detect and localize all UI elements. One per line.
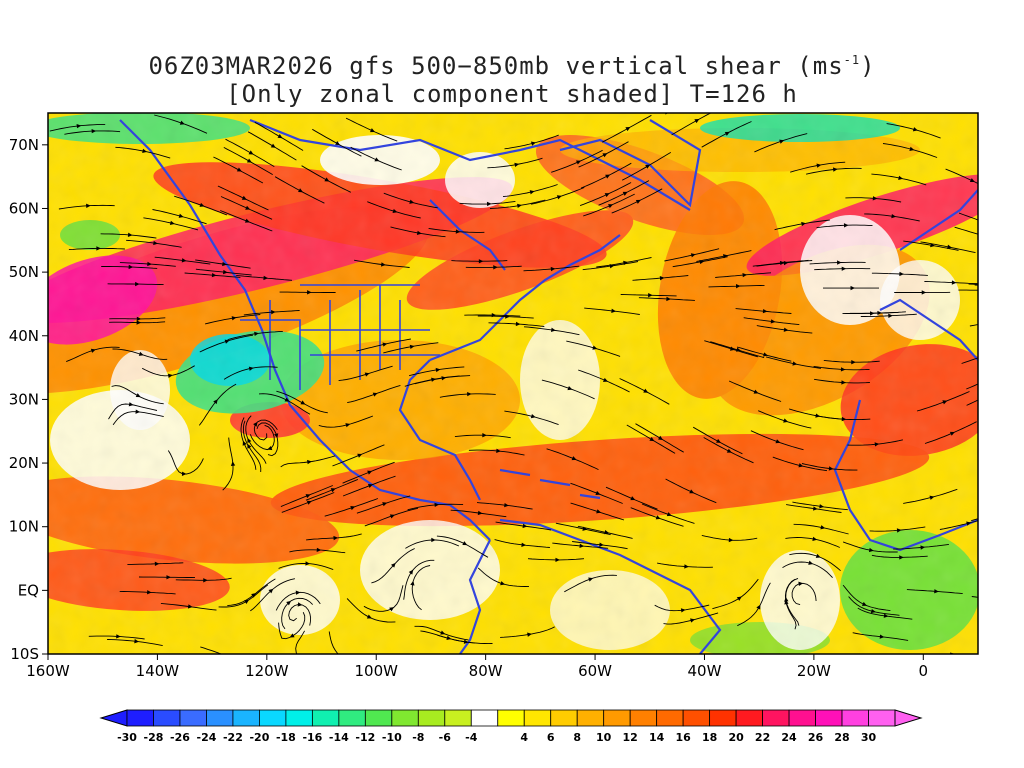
title-line-2: [Only zonal component shaded] T=126 h — [226, 80, 798, 108]
colorbar-label: 18 — [702, 731, 717, 744]
colorbar-label: 28 — [834, 731, 849, 744]
y-axis: 70N 60N 50N 40N 30N 20N 10N EQ 10S — [9, 136, 48, 663]
colorbar-swatch — [364, 709, 393, 727]
colorbar-swatch — [179, 709, 207, 727]
colorbar-swatch — [523, 709, 552, 727]
x-axis: 160W 140W 120W 100W 80W 60W 40W 20W 0 — [26, 654, 929, 680]
colorbar-swatch — [497, 709, 525, 727]
x-tick-label: 120W — [245, 662, 289, 680]
colorbar-label: -20 — [249, 731, 269, 744]
streamlines — [49, 113, 978, 654]
colorbar-label: -4 — [465, 731, 478, 744]
colorbar-label: -8 — [412, 731, 424, 744]
colorbar-label: -30 — [117, 731, 137, 744]
x-tick-label: 160W — [26, 662, 70, 680]
x-tick-label: 140W — [136, 662, 180, 680]
y-tick-label: 70N — [9, 136, 39, 154]
colorbar-label: -18 — [276, 731, 296, 744]
map-title: 06Z03MAR2026 gfs 500−850mb vertical shea… — [0, 46, 1024, 108]
y-tick-label: 50N — [9, 263, 39, 281]
colorbar-label: 14 — [649, 731, 665, 744]
colorbar-swatch — [550, 709, 578, 727]
colorbar-label: -22 — [223, 731, 243, 744]
x-tick-label: 80W — [469, 662, 503, 680]
colorbar-swatch — [629, 709, 658, 727]
map-frame — [47, 112, 979, 655]
colorbar-swatch — [285, 709, 313, 727]
colorbar-label: 22 — [755, 731, 770, 744]
title-line-1: 06Z03MAR2026 gfs 500−850mb vertical shea… — [148, 52, 876, 80]
colorbar-swatch — [762, 709, 790, 727]
colorbar-label: -24 — [197, 731, 217, 744]
colorbar-label: 24 — [781, 731, 797, 744]
colorbar-label: -10 — [382, 731, 402, 744]
colorbar-swatch — [735, 709, 763, 727]
colorbar-label: 16 — [675, 731, 691, 744]
colorbar-swatch — [709, 709, 737, 727]
x-tick-label: 0 — [919, 662, 929, 680]
y-tick-label: 60N — [9, 199, 39, 217]
colorbar-swatch — [868, 709, 896, 727]
colorbar-label: 8 — [573, 731, 581, 744]
y-tick-label: 10S — [10, 645, 39, 663]
colorbar-label: 10 — [596, 731, 612, 744]
colorbar-swatch — [470, 709, 499, 727]
colorbar-swatch — [815, 709, 843, 727]
y-tick-label: 10N — [9, 518, 39, 536]
colorbar-label: -28 — [144, 731, 164, 744]
colorbar-label: -12 — [355, 731, 375, 744]
colorbar-swatch — [444, 709, 472, 727]
colorbar-swatch — [259, 709, 287, 727]
colorbar-label: 4 — [520, 731, 528, 744]
colorbar-label: 20 — [728, 731, 744, 744]
x-tick-label: 20W — [797, 662, 831, 680]
colorbar-swatch — [656, 709, 684, 727]
colorbar-label: 26 — [808, 731, 824, 744]
colorbar-swatch — [153, 709, 181, 727]
colorbar-label: 12 — [623, 731, 638, 744]
colorbar-swatch — [232, 709, 260, 727]
x-tick-label: 60W — [578, 662, 612, 680]
y-tick-label: 20N — [9, 454, 39, 472]
colorbar-swatch — [391, 709, 419, 727]
colorbar-swatch — [206, 709, 234, 727]
colorbar-label: -16 — [302, 731, 322, 744]
colorbar-label: -14 — [329, 731, 349, 744]
colorbar-swatch — [788, 709, 816, 727]
x-tick-label: 100W — [355, 662, 399, 680]
colorbar-label: 30 — [861, 731, 877, 744]
y-tick-label: 30N — [9, 390, 39, 408]
colorbar-label: -26 — [170, 731, 190, 744]
colorbar-swatch — [417, 709, 446, 727]
colorbar-swatch — [338, 709, 366, 727]
colorbar-swatch — [682, 709, 711, 727]
y-tick-label: 40N — [9, 327, 39, 345]
colorbar-arrow-right — [894, 709, 923, 727]
colorbar-swatch — [603, 709, 631, 727]
colorbar-swatch — [126, 709, 154, 727]
colorbar-swatch — [576, 709, 605, 727]
colorbar-swatch — [841, 709, 869, 727]
colorbar-label: -6 — [439, 731, 452, 744]
colorbar-swatch — [311, 709, 340, 727]
x-tick-label: 40W — [688, 662, 722, 680]
colorbar-label: 6 — [547, 731, 555, 744]
y-tick-label: EQ — [18, 581, 39, 599]
colorbar-arrow-left — [99, 709, 128, 727]
